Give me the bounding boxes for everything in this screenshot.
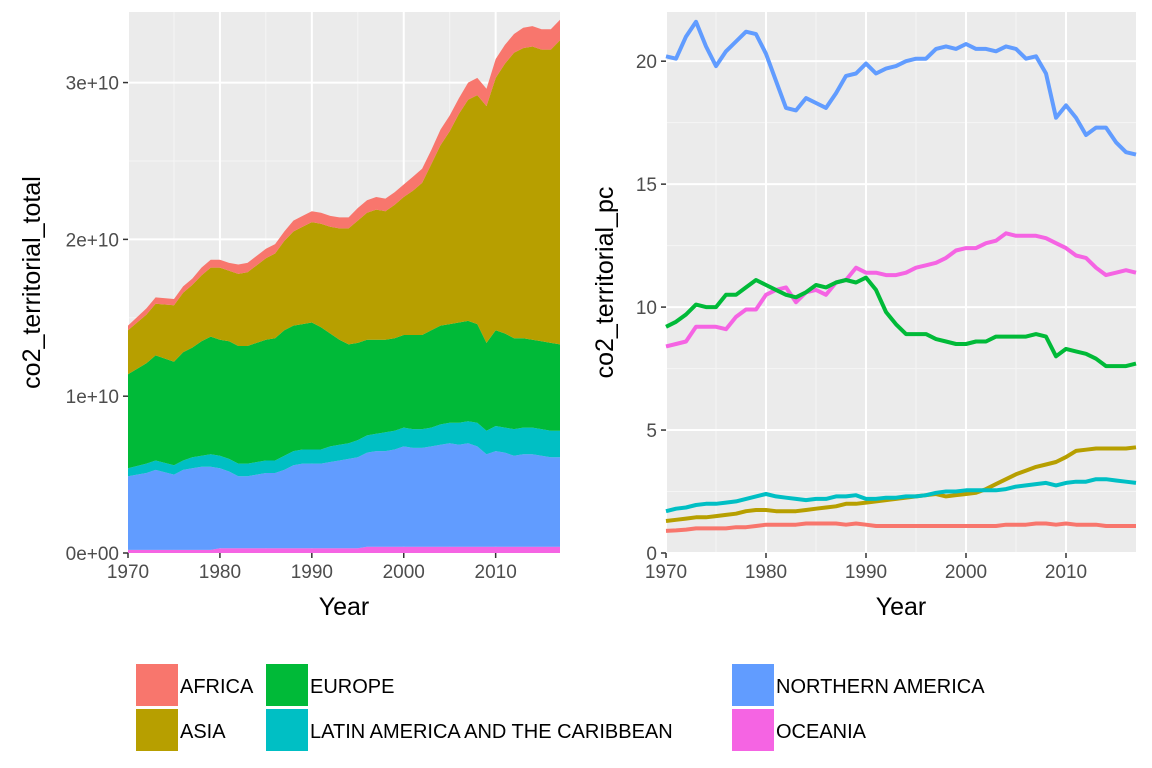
y-tick-label: 5 — [646, 421, 657, 442]
legend-swatch — [136, 709, 178, 751]
y-axis-title: co2_territorial_total — [18, 176, 46, 389]
legend-key: ASIA — [136, 709, 226, 751]
line-chart-panel: 1970 1980 1990 2000 2010 0 5 10 15 20 Year co2_terr… — [591, 12, 1137, 621]
legend-swatch — [136, 664, 178, 706]
x-tick-label: 2000 — [383, 562, 425, 583]
x-tick-label: 1990 — [845, 562, 887, 583]
area-latin-america-and-the-caribbean — [128, 421, 560, 477]
line-northern-america — [665, 19, 1137, 157]
x-tick-label: 2010 — [475, 562, 517, 583]
line-oceania — [665, 231, 1137, 349]
legend-key: LATIN AMERICA AND THE CARIBBEAN — [266, 709, 673, 751]
x-axis-title: Year — [319, 593, 370, 621]
x-tick-label: 2010 — [1045, 562, 1087, 583]
legend: AFRICA ASIA EUROPE LATIN AMERICA AND THE CA… — [136, 664, 985, 751]
legend-label: EUROPE — [310, 676, 394, 698]
y-tick-label: 10 — [636, 298, 657, 319]
x-tick-label: 1970 — [645, 562, 687, 583]
x-tick-label: 1970 — [107, 562, 149, 583]
y-axis-title: co2_territorial_pc — [591, 187, 619, 379]
legend-swatch — [266, 664, 308, 706]
area-chart-panel: 1970 1980 1990 2000 2010 0e+00 1e+10 2e+10 3e+10… — [18, 12, 560, 621]
area-asia — [128, 40, 560, 375]
legend-key: OCEANIA — [732, 709, 867, 751]
y-tick-label: 15 — [636, 175, 657, 196]
x-tick-label: 2000 — [945, 562, 987, 583]
line-europe — [665, 275, 1137, 369]
x-tick-label: 1980 — [745, 562, 787, 583]
y-tick-label: 3e+10 — [66, 74, 119, 95]
y-tick-label: 1e+10 — [66, 387, 119, 408]
legend-swatch — [732, 664, 774, 706]
area-northern-america — [128, 443, 560, 550]
y-tick-label: 2e+10 — [66, 230, 119, 251]
line-africa — [665, 521, 1136, 533]
y-tick-label: 0e+00 — [66, 544, 119, 565]
y-tick-label: 0 — [646, 544, 657, 565]
legend-key: NORTHERN AMERICA — [732, 664, 985, 706]
legend-label: AFRICA — [180, 676, 254, 698]
area-europe — [128, 320, 560, 469]
area-oceania — [128, 546, 560, 553]
legend-swatch — [732, 709, 774, 751]
area-africa — [128, 19, 560, 331]
legend-label: LATIN AMERICA AND THE CARIBBEAN — [310, 721, 673, 743]
legend-label: ASIA — [180, 721, 226, 743]
x-tick-label: 1980 — [199, 562, 241, 583]
line-latin-america-and-the-caribbean — [665, 477, 1137, 514]
legend-key: AFRICA — [136, 664, 254, 706]
x-axis-title: Year — [876, 593, 927, 621]
legend-label: OCEANIA — [776, 721, 867, 743]
y-tick-label: 20 — [636, 52, 657, 73]
legend-label: NORTHERN AMERICA — [776, 676, 985, 698]
x-tick-label: 1990 — [291, 562, 333, 583]
legend-key: EUROPE — [266, 664, 394, 706]
legend-swatch — [266, 709, 308, 751]
